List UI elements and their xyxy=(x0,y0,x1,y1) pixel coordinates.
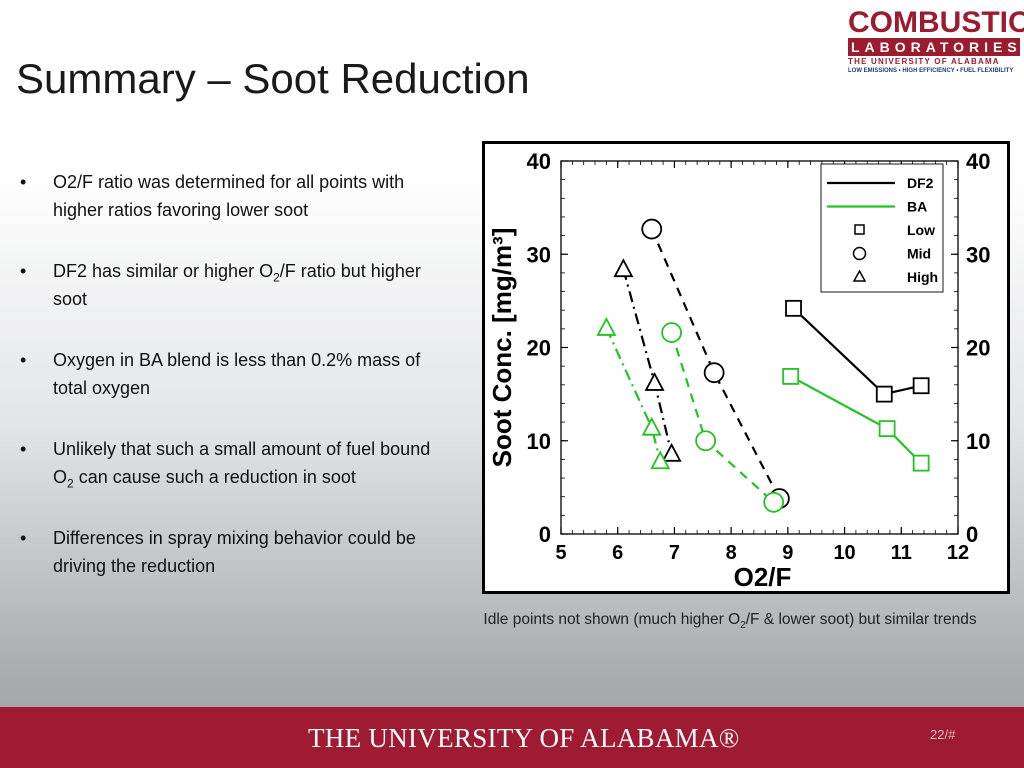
data-point-ba-low xyxy=(912,454,930,472)
page-number: 22/# xyxy=(930,727,956,742)
x-tick-label: 9 xyxy=(782,542,793,564)
bullet-dot-icon: • xyxy=(20,528,27,548)
soot-chart-frame: 5 6 7 8 9 10 11 12 0 0 10 10 20 20 30 30 40 40 O2/F Soot Co… xyxy=(482,141,1010,594)
bullet-dot-icon: • xyxy=(20,261,27,281)
y-tick-label: 20 xyxy=(527,336,551,361)
bullet-item: • Oxygen in BA blend is less than 0.2% ma… xyxy=(18,346,448,402)
data-point-df2-high xyxy=(644,372,665,391)
y-axis-label: Soot Conc. [mg/m³] xyxy=(487,228,517,468)
bullet-item: • Differences in spray mixing behavior co… xyxy=(18,524,448,580)
chart-caption: Idle points not shown (much higher O2/F … xyxy=(470,606,990,633)
y-tick-label-right: 40 xyxy=(966,149,990,174)
y-tick-label: 30 xyxy=(527,242,551,267)
data-point-df2-mid xyxy=(641,218,663,240)
data-point-df2-high xyxy=(613,258,634,278)
x-axis-label: O2/F xyxy=(734,562,792,591)
y-tick-label: 10 xyxy=(527,429,551,454)
series-line-ba-high xyxy=(605,327,662,462)
bullet-dot-icon: • xyxy=(20,172,27,192)
legend-label: High xyxy=(907,269,938,285)
x-tick-label: 12 xyxy=(947,542,969,564)
slide-title: Summary – Soot Reduction xyxy=(16,55,530,102)
legend-triangle-icon xyxy=(852,269,867,282)
series-line-df2-mid xyxy=(650,228,781,500)
legend-label: BA xyxy=(907,199,927,215)
caption-text: Idle points not shown (much higher O xyxy=(483,611,741,628)
bullet-subscript: 2 xyxy=(67,476,74,491)
university-wordmark: THE UNIVERSITY OF ALABAMA® xyxy=(308,723,740,753)
x-tick-label: 10 xyxy=(833,542,855,564)
data-point-df2-low xyxy=(875,385,893,403)
bullet-item: • Unlikely that such a small amount of fu… xyxy=(18,435,448,491)
caption-text-cont: /F & lower soot) but similar trends xyxy=(745,611,977,628)
bullet-text: O2/F ratio was determined for all points… xyxy=(53,172,405,220)
data-point-ba-mid xyxy=(661,322,682,343)
x-tick-label: 11 xyxy=(891,542,912,564)
chart-series xyxy=(596,218,930,513)
legend-label: DF2 xyxy=(907,175,934,191)
data-point-df2-low xyxy=(785,299,802,317)
data-point-ba-high xyxy=(641,416,662,436)
data-point-df2-low xyxy=(912,377,930,395)
bullet-text: DF2 has similar or higher O xyxy=(53,261,274,281)
legend-label: Low xyxy=(907,222,935,238)
bullet-text: Unlikely that such a small amount of fue… xyxy=(53,439,431,487)
data-point-df2-high xyxy=(661,442,682,462)
bullet-text-cont: /F ratio but higher soot xyxy=(53,261,421,309)
y-tick-label: 40 xyxy=(527,149,551,174)
legend-label: Mid xyxy=(907,246,931,262)
bullet-text: Oxygen in BA blend is less than 0.2% mas… xyxy=(53,350,421,398)
data-point-df2-mid xyxy=(703,362,725,384)
y-tick-label-right: 0 xyxy=(966,522,978,547)
data-point-ba-high xyxy=(596,316,617,336)
legend-square-icon xyxy=(854,224,865,235)
bullet-dot-icon: • xyxy=(20,350,27,370)
y-tick-label: 0 xyxy=(539,522,551,547)
bullet-text: Differences in spray mixing behavior cou… xyxy=(53,528,416,576)
y-tick-label-right: 30 xyxy=(966,242,990,267)
logo-line-3: THE UNIVERSITY OF ALABAMA xyxy=(848,57,1000,66)
bullet-item: • O2/F ratio was determined for all point… xyxy=(18,168,448,224)
logo-line-2: LABORATORIES xyxy=(848,38,1020,56)
data-point-ba-low xyxy=(782,368,800,385)
footer-bar: THE UNIVERSITY OF ALABAMA® 22/# xyxy=(0,707,1024,768)
series-line-ba-mid xyxy=(670,332,775,504)
bullet-subscript: 2 xyxy=(273,270,280,285)
x-tick-label: 6 xyxy=(612,542,623,564)
combustion-laboratories-logo: COMBUSTION LABORATORIES THE UNIVERSITY O… xyxy=(848,6,1024,82)
legend-circle-icon xyxy=(852,246,867,261)
data-point-ba-high xyxy=(650,450,671,470)
bullet-text-cont: can cause such a reduction in soot xyxy=(73,467,356,487)
series-line-df2-low xyxy=(792,307,922,396)
caption-subscript: 2 xyxy=(740,620,746,632)
data-point-ba-mid xyxy=(763,491,785,513)
bullet-item: • DF2 has similar or higher O2/F ratio bu… xyxy=(18,257,448,313)
x-tick-label: 7 xyxy=(669,542,680,564)
logo-line-4: LOW EMISSIONS • HIGH EFFICIENCY • FUEL F… xyxy=(848,68,1014,74)
bullet-dot-icon: • xyxy=(20,439,27,459)
legend-box xyxy=(820,163,944,293)
y-tick-label-right: 20 xyxy=(966,336,990,361)
data-point-ba-low xyxy=(878,420,896,438)
logo-line-1: COMBUSTION xyxy=(848,6,1024,39)
x-tick-label: 8 xyxy=(726,542,737,564)
y-tick-label-right: 10 xyxy=(966,429,990,454)
x-tick-label: 5 xyxy=(555,542,566,564)
bullet-list: • O2/F ratio was determined for all point… xyxy=(18,168,448,613)
chart-legend: DF2 BA Low Mid High xyxy=(820,163,944,293)
data-point-ba-mid xyxy=(695,430,717,452)
